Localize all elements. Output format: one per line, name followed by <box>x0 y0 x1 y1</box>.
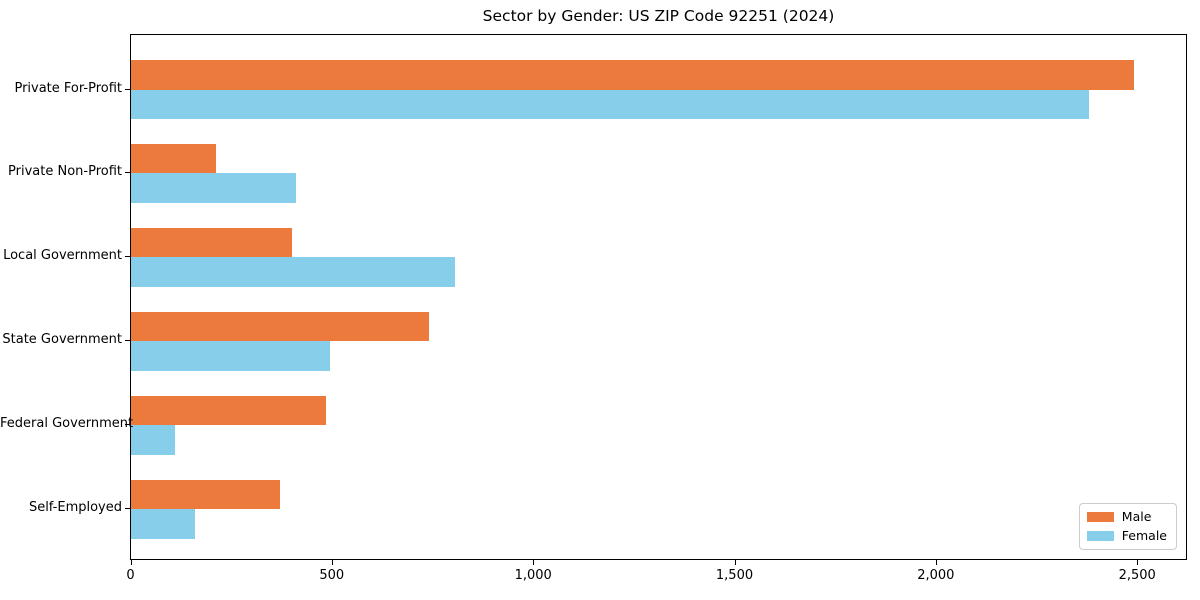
y-tick-label: Self-Employed <box>28 500 122 515</box>
bar-female-0 <box>131 89 1090 119</box>
y-tick-label: Local Government <box>3 248 122 263</box>
bar-male-3 <box>131 311 429 342</box>
x-tick-label: 1,000 <box>514 568 552 583</box>
x-tick-mark <box>1137 560 1139 565</box>
bar-male-2 <box>131 227 293 258</box>
bar-female-1 <box>131 173 297 203</box>
x-tick-label: 0 <box>126 568 135 583</box>
x-tick-label: 2,500 <box>1118 568 1156 583</box>
bar-female-3 <box>131 341 331 371</box>
female-color-swatch <box>1086 530 1114 541</box>
plot-area: Male Female <box>130 34 1187 560</box>
y-tick-mark <box>125 89 130 91</box>
bar-male-5 <box>131 479 280 509</box>
bar-female-2 <box>131 257 456 287</box>
male-color-swatch <box>1086 511 1114 522</box>
x-tick-label: 1,500 <box>715 568 754 583</box>
bar-female-5 <box>131 509 196 539</box>
x-tick-label: 500 <box>319 568 345 583</box>
y-tick-mark <box>125 172 130 174</box>
y-tick-mark <box>125 508 130 510</box>
x-tick-mark <box>533 560 535 565</box>
chart-title: Sector by Gender: US ZIP Code 92251 (202… <box>482 7 835 25</box>
y-tick-label: Private For-Profit <box>14 81 122 96</box>
bar-female-4 <box>131 425 176 455</box>
bar-male-1 <box>131 143 216 174</box>
y-tick-label: Private Non-Profit <box>8 164 122 179</box>
y-tick-mark <box>125 424 130 426</box>
x-tick-mark <box>331 560 333 565</box>
y-tick-label: State Government <box>2 332 122 347</box>
x-tick-mark <box>734 560 736 565</box>
legend: Male Female <box>1078 503 1177 550</box>
legend-label-male: Male <box>1121 509 1152 524</box>
legend-label-female: Female <box>1121 528 1167 543</box>
y-tick-mark <box>125 340 130 342</box>
x-tick-mark <box>130 560 132 565</box>
y-tick-mark <box>125 256 130 258</box>
bar-male-4 <box>131 395 327 426</box>
legend-item-female: Female <box>1086 528 1167 543</box>
legend-item-male: Male <box>1086 509 1167 524</box>
x-tick-mark <box>935 560 937 565</box>
bar-male-0 <box>131 60 1134 90</box>
x-tick-label: 2,000 <box>917 568 955 583</box>
y-tick-label: Federal Government <box>0 416 134 431</box>
